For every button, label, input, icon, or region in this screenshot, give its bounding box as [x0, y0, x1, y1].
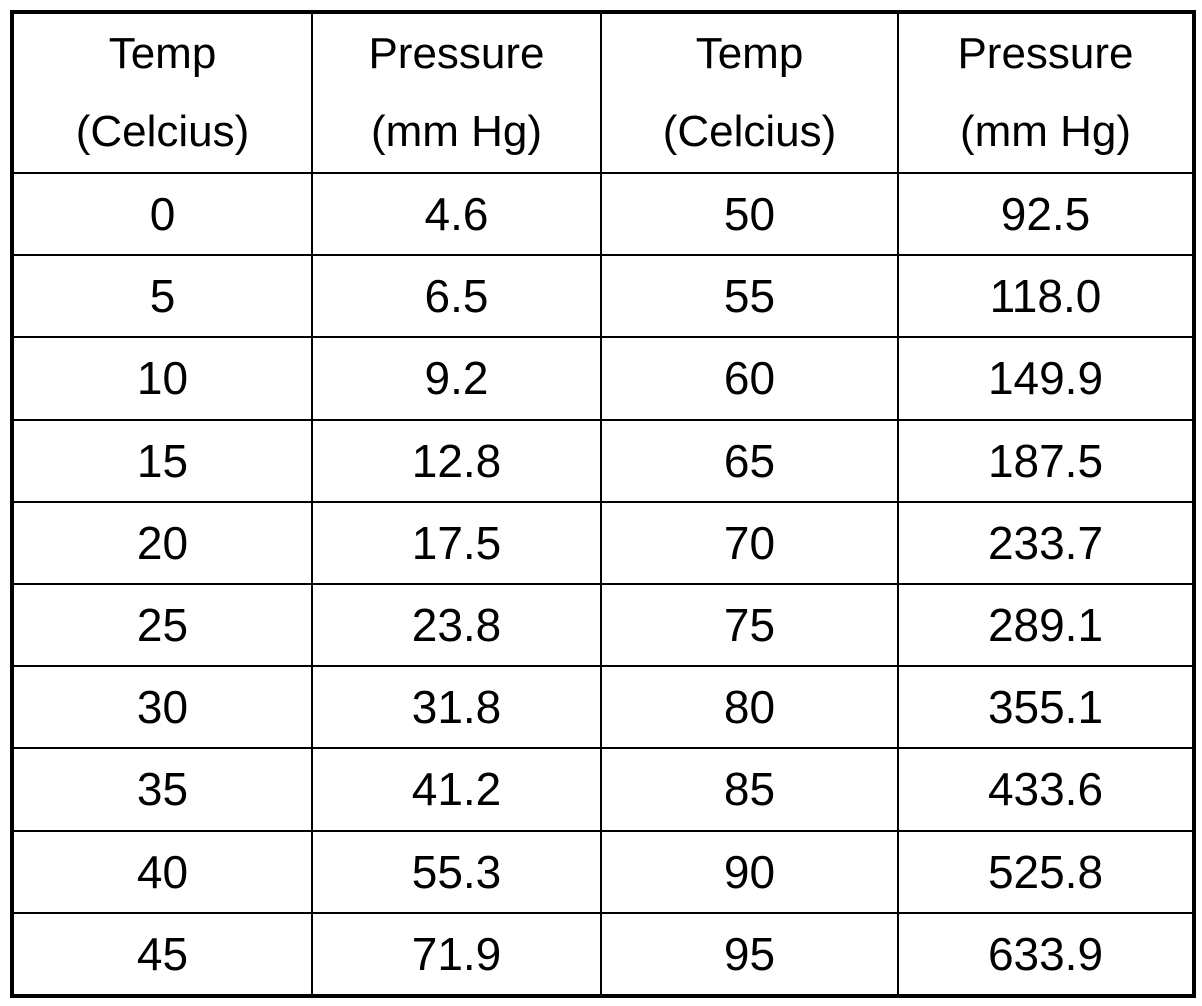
- table-row: 35 41.2 85 433.6: [11, 747, 1195, 832]
- header-row: Temp (Celcius) Pressure (mm Hg) Temp (Ce…: [11, 11, 1195, 174]
- pressure-left-cell: 31.8: [311, 665, 602, 750]
- temp-right-cell: 80: [600, 665, 899, 750]
- table-row: 45 71.9 95 633.9: [11, 911, 1195, 998]
- pressure-left-cell: 4.6: [311, 171, 602, 257]
- pressure-right-cell: 525.8: [897, 829, 1195, 914]
- table-row: 10 9.2 60 149.9: [11, 336, 1195, 421]
- table-header: Temp (Celcius) Pressure (mm Hg) Temp (Ce…: [11, 11, 1195, 174]
- table-row: 20 17.5 70 233.7: [11, 500, 1195, 585]
- pressure-left-cell: 9.2: [311, 336, 602, 421]
- header-line1: Pressure: [957, 29, 1134, 78]
- header-line1: Temp: [695, 29, 804, 78]
- pressure-right-cell: 233.7: [897, 500, 1195, 585]
- table-row: 40 55.3 90 525.8: [11, 829, 1195, 914]
- header-line1: Temp: [108, 29, 217, 78]
- pressure-left-cell: 55.3: [311, 829, 602, 914]
- temp-left-cell: 25: [11, 582, 313, 668]
- pressure-left-cell: 71.9: [311, 911, 602, 998]
- pressure-right-cell: 289.1: [897, 582, 1195, 668]
- temp-left-cell: 35: [11, 747, 313, 832]
- pressure-left-cell: 6.5: [311, 254, 602, 339]
- temp-left-cell: 0: [11, 171, 313, 257]
- temp-right-cell: 85: [600, 747, 899, 832]
- header-line2: (Celcius): [75, 107, 250, 156]
- pressure-left-cell: 12.8: [311, 418, 602, 503]
- temp-right-cell: 60: [600, 336, 899, 421]
- header-pressure-right: Pressure (mm Hg): [897, 11, 1195, 174]
- header-line2: (Celcius): [662, 107, 837, 156]
- temp-left-cell: 40: [11, 829, 313, 914]
- pressure-right-cell: 187.5: [897, 418, 1195, 503]
- temp-right-cell: 55: [600, 254, 899, 339]
- temp-right-cell: 95: [600, 911, 899, 998]
- temp-left-cell: 30: [11, 665, 313, 750]
- pressure-right-cell: 118.0: [897, 254, 1195, 339]
- pressure-right-cell: 355.1: [897, 665, 1195, 750]
- table-row: 0 4.6 50 92.5: [11, 171, 1195, 257]
- temp-right-cell: 90: [600, 829, 899, 914]
- header-temp-left: Temp (Celcius): [11, 11, 313, 174]
- temp-right-cell: 70: [600, 500, 899, 585]
- header-temp-right: Temp (Celcius): [600, 11, 899, 174]
- temp-left-cell: 45: [11, 911, 313, 998]
- pressure-left-cell: 41.2: [311, 747, 602, 832]
- table-row: 5 6.5 55 118.0: [11, 254, 1195, 339]
- table-row: 15 12.8 65 187.5: [11, 418, 1195, 503]
- temp-left-cell: 10: [11, 336, 313, 421]
- table-body: 0 4.6 50 92.5 5 6.5 55 118.0 10 9.2 60 149.9 15 12.8 6…: [11, 171, 1195, 998]
- pressure-right-cell: 633.9: [897, 911, 1195, 998]
- pressure-right-cell: 433.6: [897, 747, 1195, 832]
- header-pressure-left: Pressure (mm Hg): [311, 11, 602, 174]
- table-row: 25 23.8 75 289.1: [11, 582, 1195, 668]
- pressure-right-cell: 92.5: [897, 171, 1195, 257]
- temp-left-cell: 20: [11, 500, 313, 585]
- temp-right-cell: 75: [600, 582, 899, 668]
- temp-left-cell: 5: [11, 254, 313, 339]
- header-line1: Pressure: [368, 29, 545, 78]
- temp-right-cell: 50: [600, 171, 899, 257]
- table-row: 30 31.8 80 355.1: [11, 665, 1195, 750]
- pressure-left-cell: 23.8: [311, 582, 602, 668]
- pressure-left-cell: 17.5: [311, 500, 602, 585]
- temp-right-cell: 65: [600, 418, 899, 503]
- pressure-right-cell: 149.9: [897, 336, 1195, 421]
- header-line2: (mm Hg): [959, 107, 1132, 156]
- vapor-pressure-table: Temp (Celcius) Pressure (mm Hg) Temp (Ce…: [10, 10, 1196, 998]
- temp-left-cell: 15: [11, 418, 313, 503]
- header-line2: (mm Hg): [370, 107, 543, 156]
